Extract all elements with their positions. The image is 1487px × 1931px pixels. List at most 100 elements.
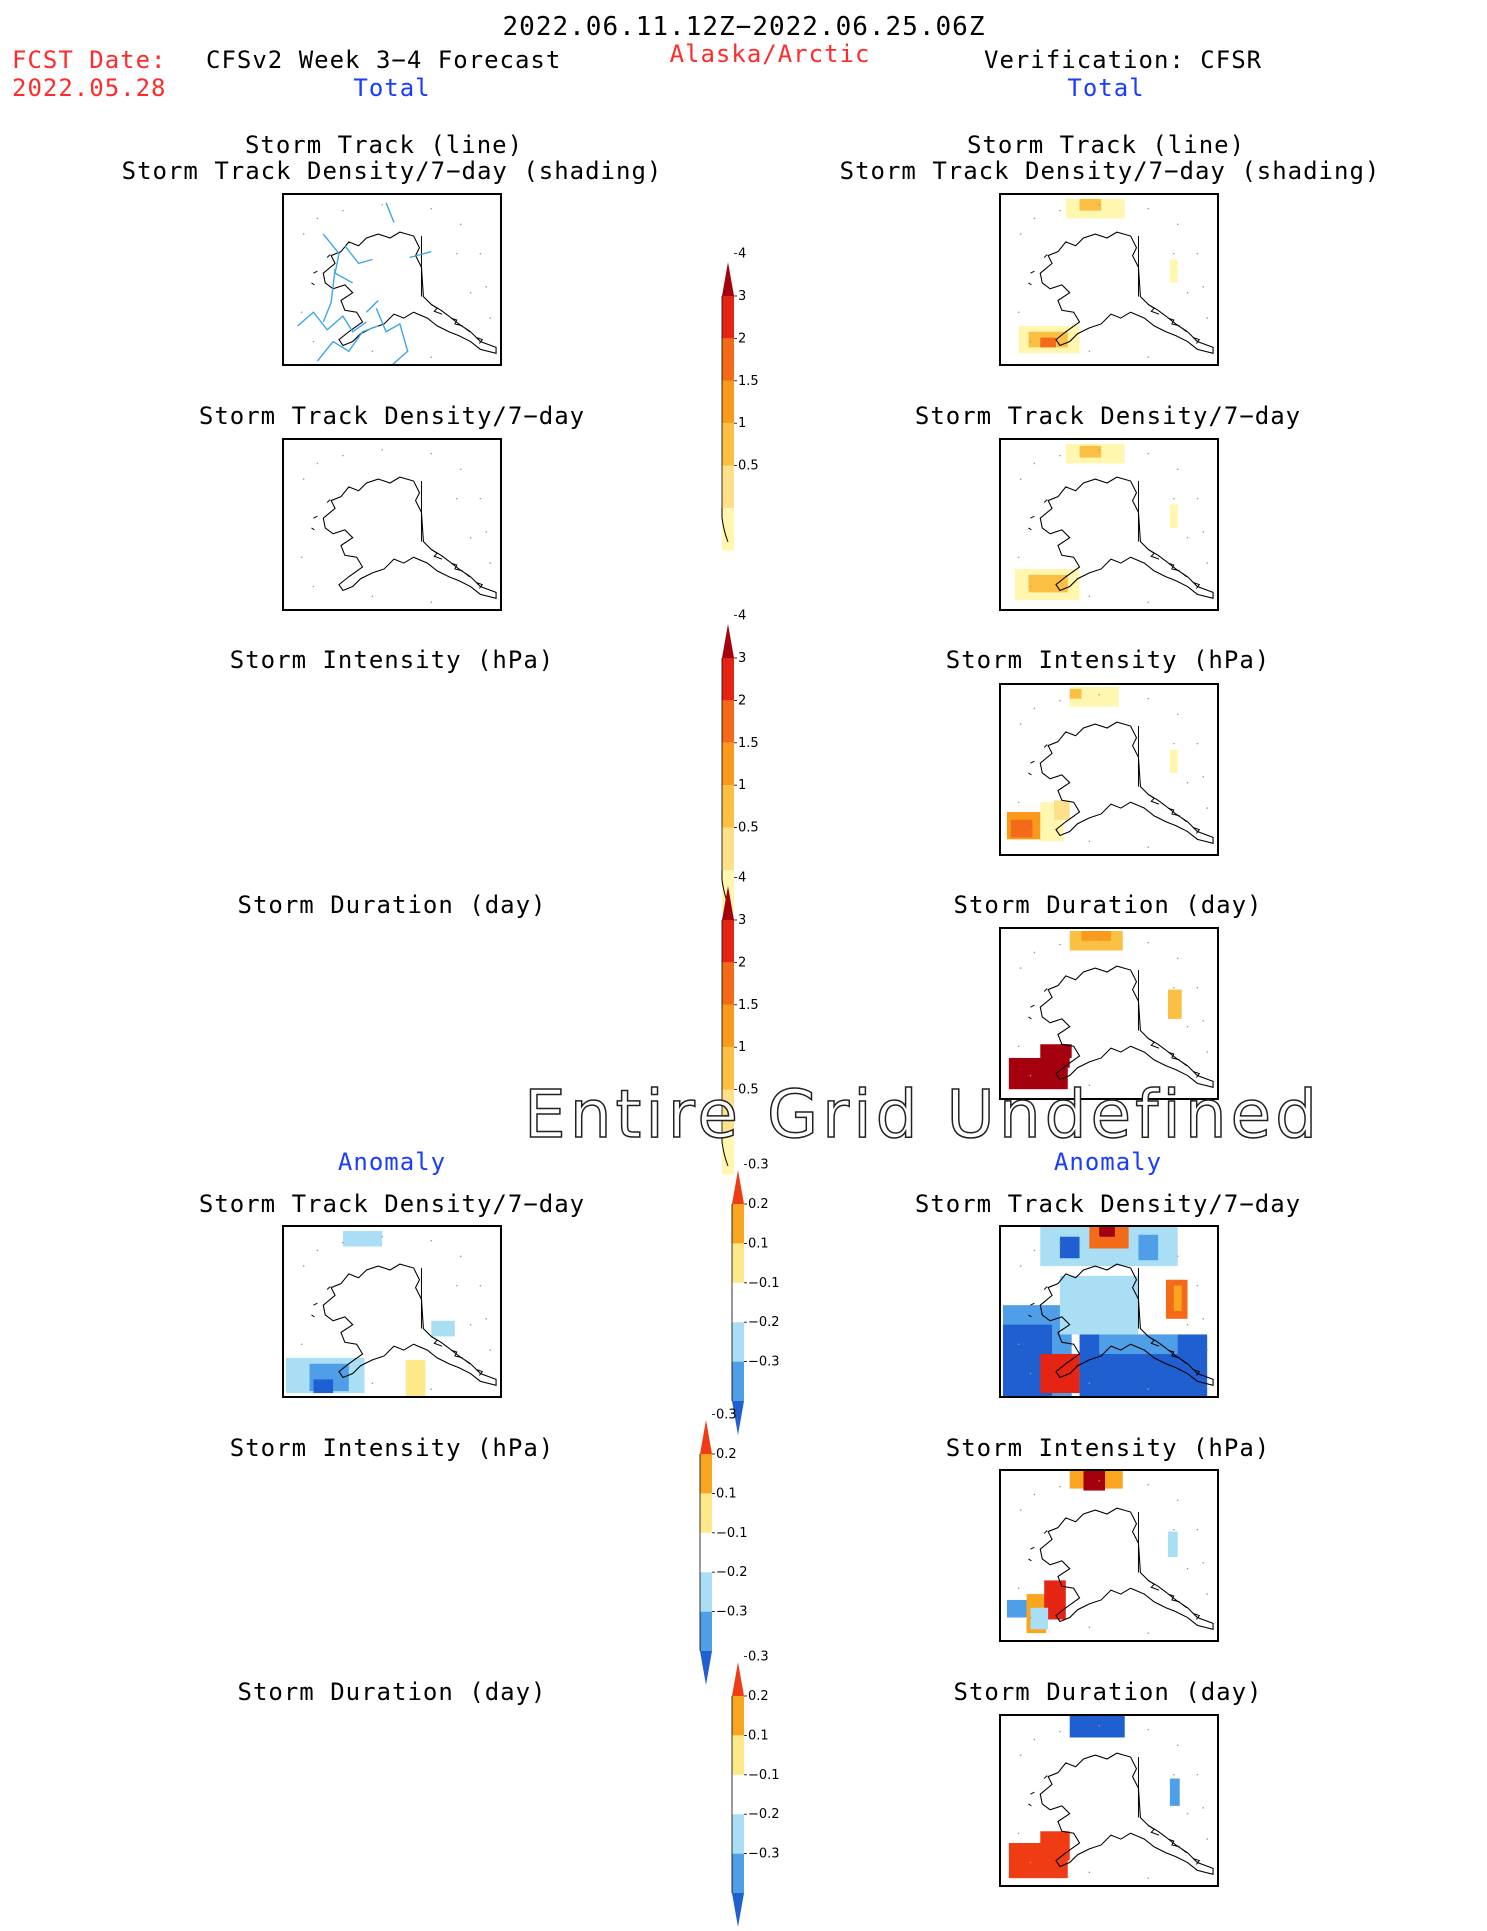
colorbar-swatch [732, 1735, 744, 1775]
colorbar-tick-label: 1 [738, 1040, 746, 1055]
colorbar-tick-label: 3 [738, 651, 746, 666]
colorbar-tick-label: 2 [738, 955, 746, 970]
colorbar-tick-label: −0.3 [748, 1847, 780, 1862]
panhandle-islands [1148, 1038, 1201, 1078]
left-anom-duration-title: Storm Duration (day) [237, 1678, 547, 1706]
shade-cell [1083, 1471, 1106, 1491]
colorbar-canvas: 0.5 1 1.5 2 3 4 [721, 871, 759, 1175]
colorbar-tick-label: −0.3 [748, 1355, 780, 1370]
grid-dot [381, 203, 383, 206]
colorbar-tick-label: 0.5 [738, 821, 759, 836]
shade-cell [1059, 1275, 1139, 1335]
right-intensity-title: Storm Intensity (hPa) [945, 646, 1271, 674]
colorbar-swatch [700, 1572, 712, 1612]
map-canvas [297, 202, 497, 364]
grid-dot [1033, 1493, 1036, 1496]
colorbar-total-1: 0.5 1 1.5 2 3 4 [721, 247, 782, 551]
islands [1028, 254, 1048, 286]
grid-dot [342, 1241, 344, 1244]
colorbar-swatch [722, 380, 734, 424]
colorbar-arrow-top [732, 1170, 744, 1204]
grid-dot [1173, 252, 1175, 255]
colorbar-swatch [722, 962, 734, 1005]
panhandle-islands [431, 304, 484, 344]
grid-dot [1017, 311, 1020, 314]
grid-dot [312, 1372, 315, 1375]
grid-dot [1147, 1728, 1150, 1731]
total-label-left: Total [353, 74, 431, 102]
grid-dot [1173, 742, 1175, 745]
grid-dot [1206, 562, 1208, 564]
grid-dot [1029, 1074, 1032, 1077]
grid-dot [1147, 1090, 1150, 1092]
grid-dot [1033, 217, 1036, 220]
grid-dot [1029, 340, 1032, 343]
grid-dot [1098, 693, 1100, 696]
grid-dot [302, 478, 305, 480]
grid-dot [1059, 1241, 1061, 1244]
colorbar-arrow-top [722, 886, 734, 920]
grid-dot [1147, 1388, 1150, 1390]
grid-dot [1059, 943, 1061, 946]
left-track-shading-title: Storm Track Density/7−day (shading) [121, 157, 663, 185]
colorbar-swatch [732, 1204, 744, 1244]
map-cfsr-anomaly-density [999, 1225, 1219, 1398]
colorbar-tick-label: 1.5 [738, 998, 759, 1013]
right-anom-duration-title: Storm Duration (day) [953, 1678, 1263, 1706]
grid-dot [1147, 601, 1150, 603]
grid-dot [300, 1343, 303, 1346]
grid-dot [1147, 941, 1150, 944]
grid-dot [1088, 1626, 1091, 1629]
grid-dot [1147, 1239, 1150, 1242]
right-track-line-title: Storm Track (line) [966, 131, 1246, 159]
colorbar-tick-label: 3 [738, 289, 746, 304]
map-canvas [1006, 1471, 1214, 1634]
grid-dot [1202, 1318, 1205, 1320]
grid-dot [1019, 1754, 1022, 1756]
grid-dot [1088, 595, 1091, 598]
coastline [1039, 721, 1214, 844]
coastline [1039, 231, 1214, 354]
colorbar-tick-label: 4 [738, 609, 746, 624]
storm-track-line [365, 300, 379, 313]
grid-dot [1173, 1528, 1175, 1531]
map-cfsr-density [999, 438, 1219, 611]
grid-dot [1088, 840, 1091, 843]
grid-dot [1202, 531, 1205, 533]
grid-dot [1147, 846, 1150, 848]
colorbar-tail [721, 1132, 729, 1167]
grid-dot [1176, 1499, 1179, 1502]
grid-dot [1088, 1382, 1091, 1385]
grid-dot [1196, 1528, 1199, 1531]
islands [311, 499, 331, 531]
grid-dot [489, 317, 491, 319]
date-range-title: 2022.06.11.12Z−2022.06.25.06Z [502, 12, 986, 42]
grid-dot [1176, 223, 1179, 226]
grid-dot [1186, 536, 1189, 539]
shade-cell [1044, 1580, 1066, 1620]
grid-dot [1098, 203, 1100, 206]
grid-dot [1196, 252, 1199, 255]
grid-dot [479, 497, 482, 500]
grid-dot [312, 340, 315, 343]
right-anom-intensity-title: Storm Intensity (hPa) [945, 1434, 1271, 1462]
grid-dot [1029, 585, 1032, 588]
shade-cell [1169, 504, 1178, 528]
shade-cell [1040, 1831, 1070, 1861]
fcst-date-value: 2022.05.28 [12, 74, 167, 102]
grid-dot [489, 1349, 491, 1351]
panhandle-islands [1148, 1580, 1201, 1620]
grid-dot [1186, 291, 1189, 294]
shade-cell [1079, 198, 1102, 211]
coastline [1039, 1263, 1214, 1386]
grid-dot [312, 585, 315, 588]
grid-dot [1088, 350, 1091, 353]
left-anom-intensity-title: Storm Intensity (hPa) [229, 1434, 555, 1462]
grid-dot [1019, 478, 1022, 480]
colorbar-tick-label: 1.5 [738, 374, 759, 389]
colorbar-swatch [722, 700, 734, 743]
colorbar-canvas: −0.3 −0.2 −0.1 0.1 0.2 0.3 [731, 1158, 780, 1435]
shade-cell [1099, 1227, 1115, 1237]
colorbar-tick-label: −0.1 [748, 1276, 780, 1291]
map-canvas [1008, 930, 1214, 1092]
